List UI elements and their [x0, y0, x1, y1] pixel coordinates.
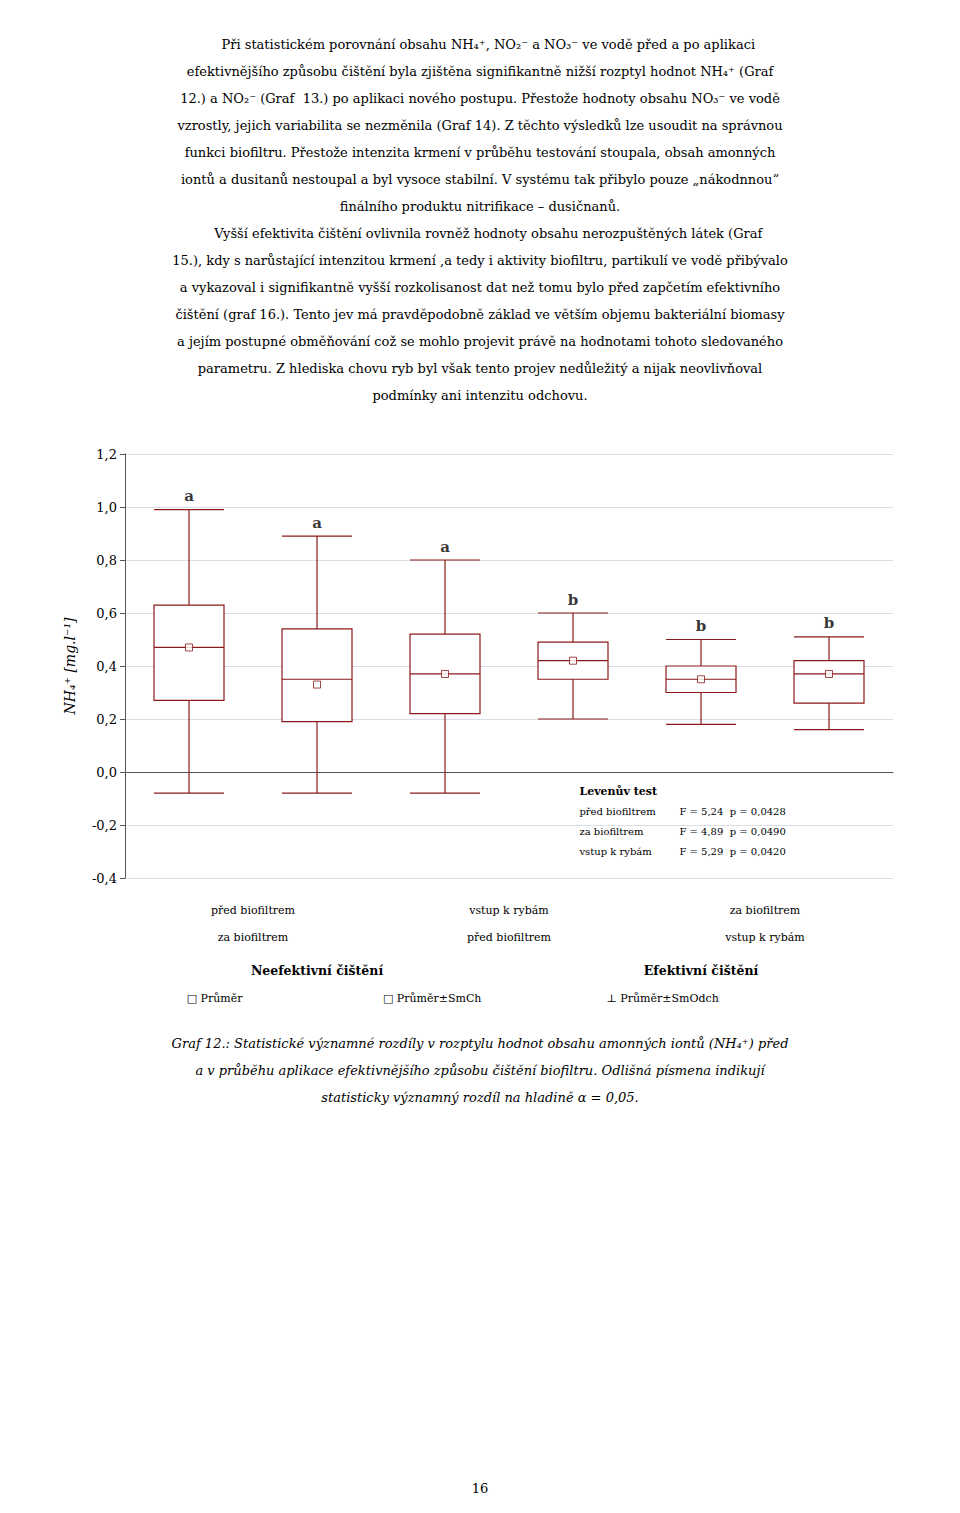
svg-text:0,2: 0,2: [96, 712, 117, 727]
svg-text:12.) a NO₂⁻ (Graf 13.) po apl: 12.) a NO₂⁻ (Graf 13.) po aplikaci novéh…: [180, 91, 780, 106]
svg-text:Neefektivní čištění: Neefektivní čištění: [251, 963, 384, 978]
svg-text:a: a: [312, 514, 322, 532]
svg-text:F = 4,89 p = 0,0490: F = 4,89 p = 0,0490: [679, 826, 785, 837]
svg-text:0,4: 0,4: [96, 659, 117, 674]
svg-text:vzrostly, jejich variabilita s: vzrostly, jejich variabilita se nezměnil…: [176, 118, 782, 133]
svg-text:za biofiltrem: za biofiltrem: [730, 904, 801, 917]
svg-text:funkci biofiltru. Přestože int: funkci biofiltru. Přestože intenzita krm…: [185, 145, 776, 160]
svg-text:16: 16: [472, 1481, 489, 1496]
svg-text:b: b: [824, 614, 835, 632]
svg-text:a jejím postupné obměňování co: a jejím postupné obměňování což se mohlo…: [177, 334, 783, 349]
svg-text:efektivnějšího způsobu čištění: efektivnějšího způsobu čištění byla zjiš…: [187, 64, 775, 79]
svg-text:F = 5,24 p = 0,0428: F = 5,24 p = 0,0428: [679, 806, 785, 817]
svg-text:-0,2: -0,2: [92, 818, 117, 833]
svg-text:a v průběhu aplikace efektivně: a v průběhu aplikace efektivnějšího způs…: [195, 1063, 766, 1078]
svg-text:Graf 12.: Statistické významné: Graf 12.: Statistické významné rozdíly v…: [172, 1036, 789, 1051]
svg-text:čištění (graf 16.). Tento jev: čištění (graf 16.). Tento jev má pravděp…: [175, 307, 785, 322]
svg-text:za biofiltrem: za biofiltrem: [579, 826, 644, 837]
svg-text:□ Průměr: □ Průměr: [187, 992, 244, 1005]
svg-text:15.), kdy s narůstající intenz: 15.), kdy s narůstající intenzitou krmen…: [172, 253, 788, 268]
svg-text:vstup k rybám: vstup k rybám: [724, 931, 805, 944]
svg-text:statisticky významný rozdíl na: statisticky významný rozdíl na hladině α…: [321, 1090, 638, 1105]
svg-text:1,2: 1,2: [96, 447, 117, 462]
svg-text:-0,4: -0,4: [92, 871, 117, 886]
svg-text:a vykazoval i signifikantně vy: a vykazoval i signifikantně vyšší rozkol…: [180, 280, 780, 295]
svg-text:b: b: [568, 591, 579, 609]
svg-text:před biofiltrem: před biofiltrem: [579, 806, 656, 817]
svg-text:za biofiltrem: za biofiltrem: [218, 931, 289, 944]
svg-text:a: a: [184, 487, 194, 505]
svg-text:iontů a dusitanů nestoupal a b: iontů a dusitanů nestoupal a byl vysoce …: [181, 172, 779, 187]
svg-text:podmínky ani intenzitu odchovu: podmínky ani intenzitu odchovu.: [372, 388, 587, 403]
svg-text:F = 5,29 p = 0,0420: F = 5,29 p = 0,0420: [679, 846, 785, 857]
svg-text:před biofiltrem: před biofiltrem: [467, 931, 552, 944]
svg-text:Při statistickém porovnání obs: Při statistickém porovnání obsahu NH₄⁺, …: [205, 37, 755, 52]
svg-text:vstup k rybám: vstup k rybám: [578, 846, 652, 857]
svg-text:0,6: 0,6: [96, 606, 117, 621]
svg-text:0,0: 0,0: [96, 765, 117, 780]
svg-text:b: b: [696, 617, 707, 635]
svg-text:1,0: 1,0: [96, 500, 117, 515]
svg-text:finálního produktu nitrifikace: finálního produktu nitrifikace – dusična…: [340, 199, 620, 214]
svg-text:□ Průměr±SmCh: □ Průměr±SmCh: [383, 992, 482, 1005]
svg-text:před biofiltrem: před biofiltrem: [211, 904, 296, 917]
svg-text:0,8: 0,8: [96, 553, 117, 568]
svg-text:NH₄⁺ [mg.l⁻¹]: NH₄⁺ [mg.l⁻¹]: [62, 617, 78, 716]
svg-text:a: a: [440, 538, 450, 556]
svg-text:⊥ Průměr±SmOdch: ⊥ Průměr±SmOdch: [606, 992, 718, 1005]
svg-text:Vyšší efektivita čištění ovliv: Vyšší efektivita čištění ovlivnila rovně…: [198, 226, 764, 241]
svg-text:Levenův test: Levenův test: [579, 785, 658, 798]
svg-text:parametru. Z hlediska chovu ry: parametru. Z hlediska chovu ryb byl však…: [198, 361, 762, 376]
svg-text:Efektivní čištění: Efektivní čištění: [644, 963, 759, 978]
svg-text:vstup k rybám: vstup k rybám: [468, 904, 549, 917]
